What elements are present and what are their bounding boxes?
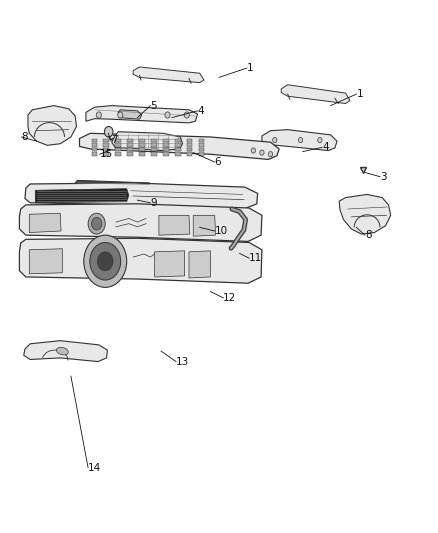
Bar bbox=[175, 152, 180, 156]
Text: 4: 4 bbox=[198, 106, 204, 116]
Circle shape bbox=[272, 138, 277, 143]
Bar bbox=[127, 139, 133, 142]
Bar bbox=[151, 143, 157, 147]
Circle shape bbox=[165, 112, 170, 118]
Polygon shape bbox=[112, 132, 183, 150]
Polygon shape bbox=[29, 249, 62, 274]
Polygon shape bbox=[189, 251, 210, 278]
Text: 15: 15 bbox=[100, 149, 113, 159]
Bar bbox=[175, 139, 180, 142]
Polygon shape bbox=[72, 180, 152, 191]
Bar bbox=[92, 152, 97, 156]
Bar bbox=[127, 148, 133, 151]
Text: 10: 10 bbox=[215, 226, 228, 236]
Text: 11: 11 bbox=[249, 253, 262, 263]
Bar bbox=[187, 148, 192, 151]
Polygon shape bbox=[339, 195, 391, 234]
Polygon shape bbox=[19, 238, 262, 283]
Ellipse shape bbox=[57, 348, 68, 355]
Bar bbox=[92, 139, 97, 142]
Bar bbox=[163, 139, 169, 142]
Polygon shape bbox=[159, 215, 190, 235]
Polygon shape bbox=[35, 189, 129, 203]
Polygon shape bbox=[19, 204, 262, 241]
Text: 3: 3 bbox=[380, 172, 387, 182]
Text: 8: 8 bbox=[365, 230, 371, 240]
Bar bbox=[199, 152, 205, 156]
Circle shape bbox=[118, 112, 123, 118]
Polygon shape bbox=[133, 67, 204, 83]
Bar bbox=[175, 143, 180, 147]
Text: 14: 14 bbox=[88, 463, 101, 473]
Bar bbox=[139, 143, 145, 147]
Text: 1: 1 bbox=[357, 89, 363, 99]
Polygon shape bbox=[28, 106, 77, 146]
Bar bbox=[163, 148, 169, 151]
Polygon shape bbox=[86, 106, 198, 123]
Text: 4: 4 bbox=[322, 142, 328, 152]
Bar bbox=[199, 139, 205, 142]
Polygon shape bbox=[155, 251, 185, 277]
Circle shape bbox=[268, 151, 272, 157]
Bar bbox=[199, 143, 205, 147]
Bar bbox=[163, 143, 169, 147]
Text: 12: 12 bbox=[223, 293, 237, 303]
Polygon shape bbox=[29, 213, 61, 232]
Bar bbox=[103, 152, 109, 156]
Polygon shape bbox=[118, 110, 142, 119]
Text: 7: 7 bbox=[111, 135, 117, 145]
Text: 5: 5 bbox=[150, 101, 157, 111]
Bar bbox=[103, 139, 109, 142]
Text: 13: 13 bbox=[176, 357, 189, 367]
Circle shape bbox=[318, 138, 322, 143]
Bar bbox=[187, 139, 192, 142]
Polygon shape bbox=[262, 130, 337, 150]
Bar bbox=[151, 152, 157, 156]
Text: 1: 1 bbox=[247, 63, 254, 73]
Polygon shape bbox=[193, 215, 215, 236]
Bar bbox=[103, 148, 109, 151]
Circle shape bbox=[251, 148, 255, 153]
Circle shape bbox=[184, 112, 189, 118]
Text: 6: 6 bbox=[215, 157, 221, 167]
Circle shape bbox=[92, 217, 102, 230]
Bar bbox=[92, 148, 97, 151]
Polygon shape bbox=[79, 133, 279, 159]
Bar bbox=[175, 148, 180, 151]
Circle shape bbox=[98, 252, 113, 271]
Polygon shape bbox=[24, 341, 107, 361]
Polygon shape bbox=[281, 85, 350, 103]
Bar bbox=[139, 139, 145, 142]
Bar bbox=[92, 143, 97, 147]
Bar bbox=[151, 139, 157, 142]
Circle shape bbox=[260, 150, 264, 155]
Bar bbox=[187, 152, 192, 156]
Bar bbox=[151, 148, 157, 151]
Circle shape bbox=[84, 235, 127, 287]
Bar bbox=[115, 143, 121, 147]
Polygon shape bbox=[25, 183, 258, 209]
Bar bbox=[127, 152, 133, 156]
Bar bbox=[103, 143, 109, 147]
Bar bbox=[115, 152, 121, 156]
Circle shape bbox=[90, 243, 121, 280]
Circle shape bbox=[88, 213, 105, 234]
Bar bbox=[139, 152, 145, 156]
Bar bbox=[163, 152, 169, 156]
Circle shape bbox=[298, 138, 303, 143]
Bar bbox=[187, 143, 192, 147]
Bar bbox=[127, 143, 133, 147]
Bar bbox=[199, 148, 205, 151]
Bar bbox=[115, 148, 121, 151]
Bar bbox=[139, 148, 145, 151]
Text: 9: 9 bbox=[150, 198, 157, 208]
Circle shape bbox=[96, 112, 101, 118]
Text: 8: 8 bbox=[21, 132, 28, 142]
Circle shape bbox=[104, 126, 113, 137]
Bar bbox=[115, 139, 121, 142]
